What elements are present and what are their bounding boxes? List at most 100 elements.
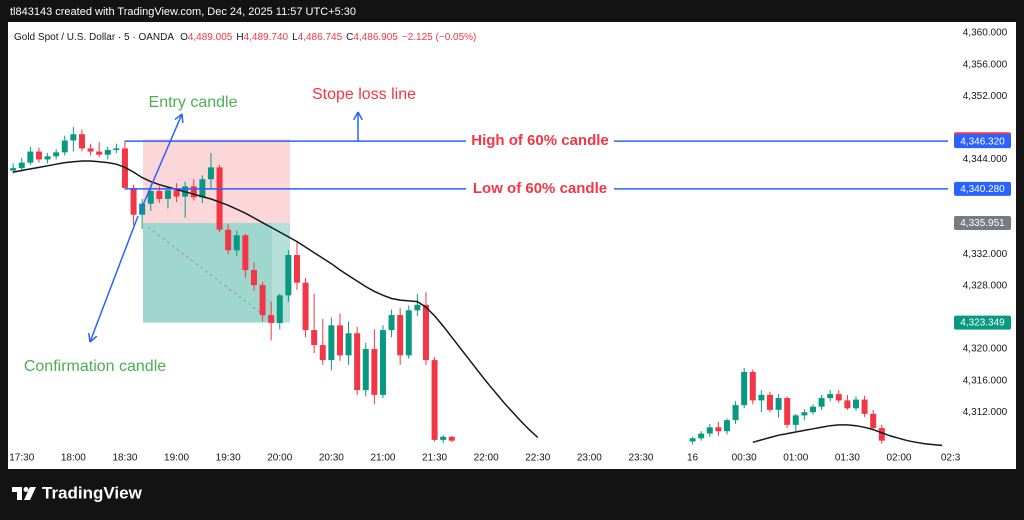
candle-body bbox=[371, 349, 378, 395]
arrow-head bbox=[88, 332, 91, 343]
x-tick-label: 02:3 bbox=[941, 453, 961, 464]
candle-body bbox=[784, 398, 791, 425]
candle-body bbox=[27, 151, 34, 163]
price-label-box bbox=[954, 134, 1011, 149]
x-tick-label: 00:30 bbox=[732, 453, 757, 464]
y-tick-label: 4,344.000 bbox=[963, 154, 1008, 165]
candle-body bbox=[861, 399, 868, 414]
logo-mark bbox=[24, 487, 36, 500]
candle-body bbox=[827, 394, 834, 399]
x-tick-label: 01:00 bbox=[783, 453, 808, 464]
arrow-head bbox=[181, 113, 184, 124]
candle-body bbox=[336, 325, 343, 356]
price-label: 4,346.320 bbox=[960, 136, 1005, 147]
candle-body bbox=[379, 330, 386, 395]
candle-body bbox=[689, 438, 696, 442]
logo: TradingView bbox=[12, 483, 143, 502]
candle-body bbox=[422, 304, 429, 361]
x-tick-label: 01:30 bbox=[835, 453, 860, 464]
candle-body bbox=[276, 295, 283, 323]
candle-body bbox=[852, 399, 859, 409]
candle-body bbox=[362, 349, 369, 391]
chart-area bbox=[8, 22, 1016, 469]
candle-body bbox=[164, 190, 171, 199]
candle-body bbox=[870, 413, 877, 429]
candle-body bbox=[285, 255, 292, 296]
candle-body bbox=[354, 333, 361, 391]
candle-body bbox=[818, 398, 825, 407]
change: −2.125 (−0.05%) bbox=[402, 32, 477, 43]
candle-body bbox=[732, 405, 739, 421]
candle-body bbox=[397, 315, 404, 356]
x-tick-label: 18:00 bbox=[61, 453, 86, 464]
candle-body bbox=[878, 428, 885, 441]
candle-body bbox=[388, 315, 395, 331]
ohlc-key: L bbox=[292, 32, 298, 43]
price-label-box bbox=[954, 216, 1011, 231]
candle-body bbox=[749, 371, 756, 401]
price-label: 4,335.951 bbox=[960, 218, 1005, 229]
candle-body bbox=[758, 394, 765, 401]
candle-body bbox=[10, 168, 17, 171]
ohlc-value: 4,486.745 bbox=[298, 32, 343, 43]
candle-body bbox=[96, 151, 103, 155]
x-tick-label: 23:30 bbox=[628, 453, 653, 464]
y-tick-label: 4,328.000 bbox=[963, 280, 1008, 291]
stop-note: Stope loss line bbox=[312, 86, 416, 103]
level-label: Low of 60% candle bbox=[473, 180, 607, 197]
candle-body bbox=[70, 134, 77, 141]
candle-body bbox=[156, 191, 163, 199]
candle-body bbox=[775, 398, 782, 410]
price-label: 4,323.349 bbox=[960, 318, 1005, 329]
y-tick-label: 4,320.000 bbox=[963, 344, 1008, 355]
y-tick-label: 4,360.000 bbox=[963, 28, 1008, 39]
x-tick-label: 21:00 bbox=[370, 453, 395, 464]
arrow bbox=[89, 215, 139, 343]
ohlc-value: 4,486.905 bbox=[353, 32, 398, 43]
level-label: High of 60% candle bbox=[471, 132, 609, 149]
candle-body bbox=[766, 394, 773, 410]
level-label-bg bbox=[466, 131, 614, 152]
x-tick-label: 21:30 bbox=[422, 453, 447, 464]
plot: 4,360.000 4,356.000 4,352.000 4,344.000 4,33… bbox=[9, 28, 1011, 464]
candle-body bbox=[448, 436, 455, 441]
candle-body bbox=[35, 151, 42, 160]
candle-body bbox=[345, 333, 352, 356]
x-tick-label: 20:00 bbox=[267, 453, 292, 464]
candle-body bbox=[233, 235, 240, 251]
x-tick-label: 16 bbox=[687, 453, 699, 464]
price-label-box bbox=[954, 315, 1011, 330]
symbol: Gold Spot / U.S. Dollar · 5 · OANDA bbox=[14, 32, 174, 43]
y-tick-label: 4,332.000 bbox=[963, 249, 1008, 260]
candle-body bbox=[259, 285, 266, 316]
x-tick-label: 19:30 bbox=[216, 453, 241, 464]
confirmation-note: Confirmation candle bbox=[24, 358, 166, 375]
candle-body bbox=[250, 270, 257, 286]
arrow-head bbox=[89, 335, 98, 343]
candle-body bbox=[293, 255, 300, 283]
candle-body bbox=[130, 187, 137, 215]
x-tick-label: 23:00 bbox=[577, 453, 602, 464]
candle-body bbox=[328, 325, 335, 361]
stop-zone bbox=[143, 139, 290, 224]
candle-body bbox=[706, 427, 713, 434]
candle-body bbox=[113, 148, 120, 150]
x-tick-label: 17:30 bbox=[9, 453, 34, 464]
candle-body bbox=[139, 203, 146, 215]
candle-body bbox=[78, 134, 85, 149]
candle-body bbox=[792, 415, 799, 425]
x-tick-label: 02:00 bbox=[886, 453, 911, 464]
arrow-head bbox=[174, 113, 183, 121]
candle-body bbox=[216, 167, 223, 230]
candle-body bbox=[173, 190, 180, 197]
candle-body bbox=[268, 315, 275, 323]
arrow-head bbox=[353, 111, 359, 121]
candle-body bbox=[207, 167, 214, 180]
x-tick-label: 18:30 bbox=[112, 453, 137, 464]
arrow bbox=[139, 113, 183, 213]
level-label-bg bbox=[466, 178, 614, 199]
price-label-box bbox=[954, 181, 1011, 196]
candle-body bbox=[147, 191, 154, 204]
candle-body bbox=[44, 156, 51, 160]
